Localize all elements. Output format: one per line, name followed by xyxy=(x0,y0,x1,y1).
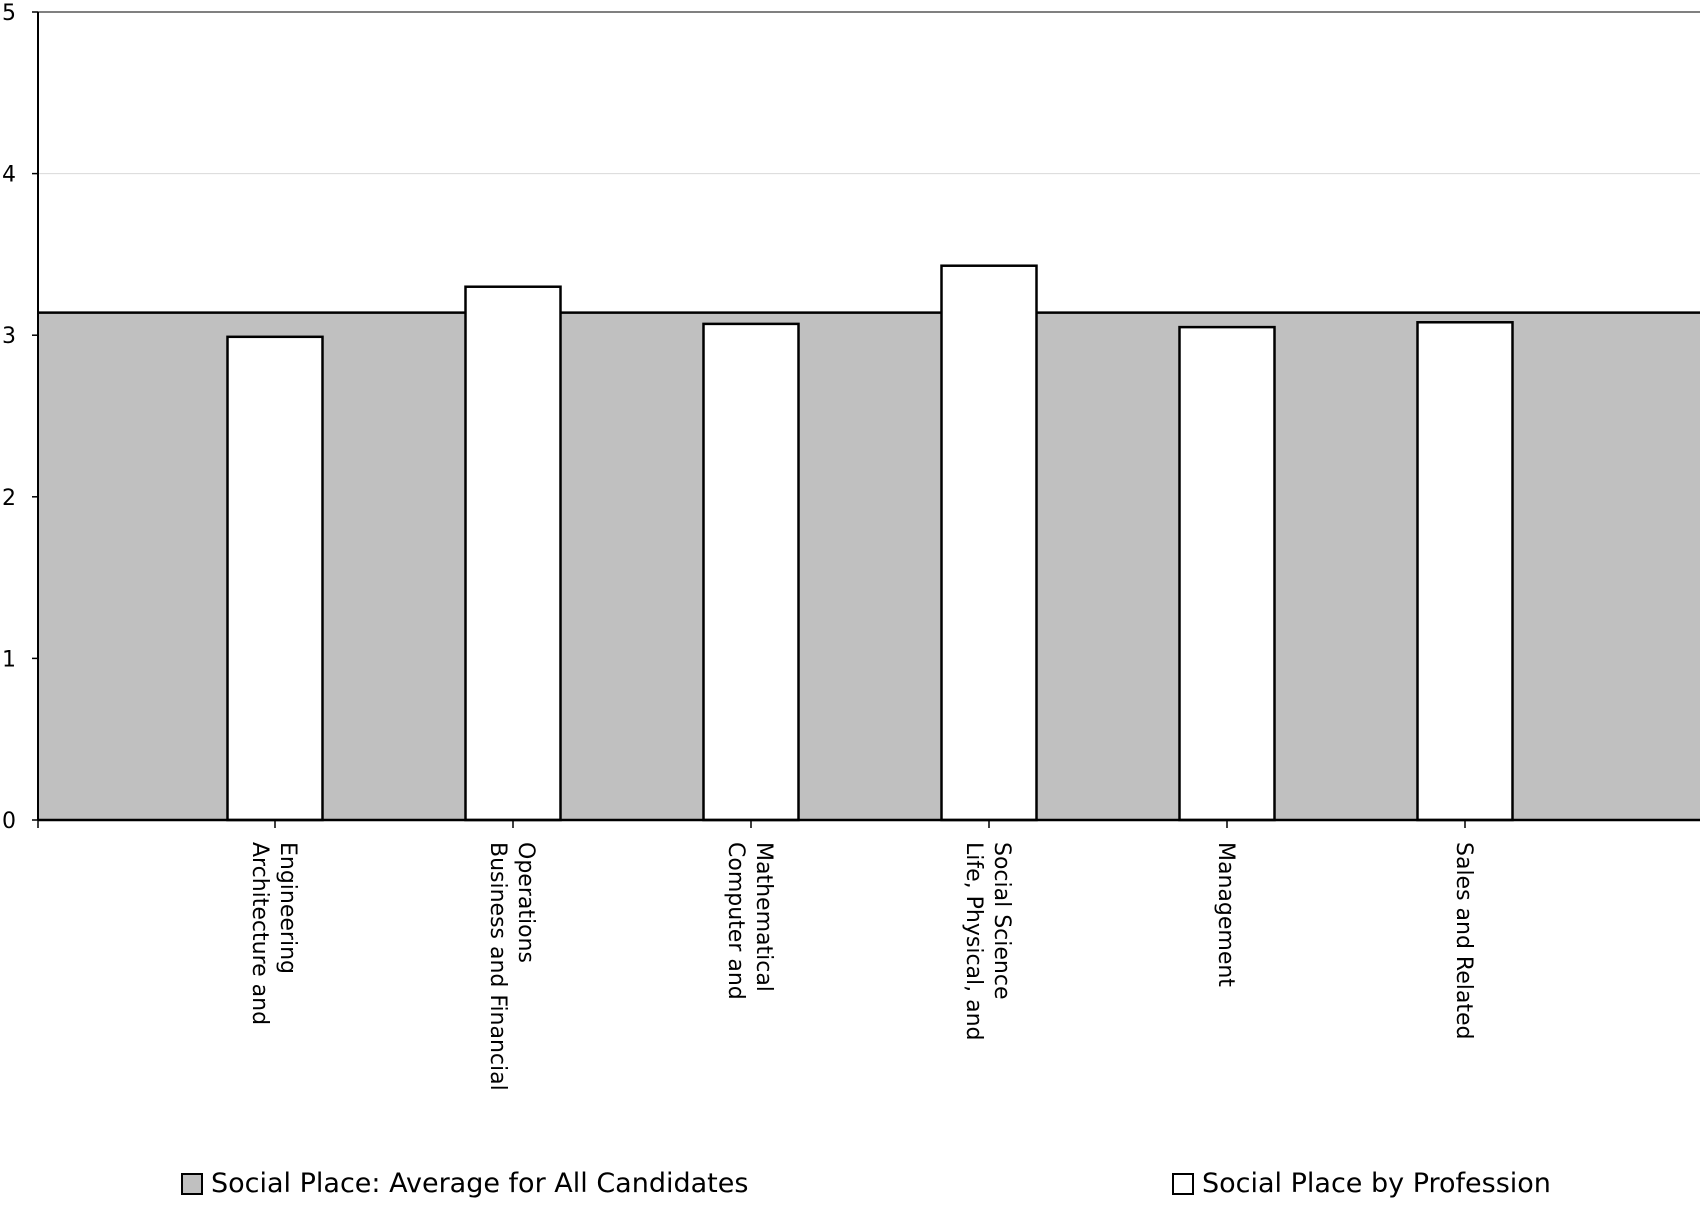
x-tick-label: Computer and Mathematical xyxy=(723,842,776,1000)
x-tick-label-line: Social Science xyxy=(989,842,1014,1000)
x-tick-label-line: Life, Physical, and xyxy=(961,842,986,1041)
bar xyxy=(940,264,1038,822)
x-tick-label: Architecture and Engineering xyxy=(247,842,300,1025)
x-tick-label-line: Computer and xyxy=(723,842,748,1000)
legend-average-label: Social Place: Average for All Candidates xyxy=(211,1168,749,1199)
y-tick-label: 5 xyxy=(2,1,16,26)
bars xyxy=(226,264,1514,822)
x-tick-label-line: Sales and Related xyxy=(1451,842,1476,1039)
x-tick-label: Life, Physical, and Social Science xyxy=(961,842,1014,1041)
y-tick-label: 2 xyxy=(2,486,16,511)
y-tick-label: 0 xyxy=(2,809,16,834)
bar xyxy=(1416,321,1514,822)
x-tick-label: Business and Financial Operations xyxy=(485,842,538,1091)
legend-average-swatch xyxy=(181,1172,203,1195)
bar xyxy=(464,285,562,822)
bar xyxy=(226,335,324,822)
bar xyxy=(1178,325,1276,822)
x-tick-label-line: Management xyxy=(1213,842,1238,987)
legend-profession-label: Social Place by Profession xyxy=(1202,1168,1551,1199)
labels: 0 1 2 3 4 5 Architecture and Engineering Busines… xyxy=(2,1,1476,1091)
legend-average: Social Place: Average for All Candidates xyxy=(181,1168,748,1199)
x-tick-label: Sales and Related xyxy=(1451,842,1476,1039)
bar xyxy=(702,322,800,822)
legend-profession-swatch xyxy=(1172,1172,1194,1195)
axes xyxy=(32,11,1700,828)
x-tick-label: Management xyxy=(1213,842,1238,987)
legend-profession: Social Place by Profession xyxy=(1172,1168,1551,1199)
y-tick-label: 1 xyxy=(2,647,16,672)
y-tick-label: 4 xyxy=(2,163,16,188)
x-tick-label-line: Business and Financial xyxy=(485,842,510,1091)
x-tick-label-line: Engineering xyxy=(275,842,300,974)
x-tick-label-line: Operations xyxy=(513,842,538,963)
y-tick-label: 3 xyxy=(2,324,16,349)
x-tick-label-line: Architecture and xyxy=(247,842,272,1025)
x-tick-label-line: Mathematical xyxy=(751,842,776,992)
